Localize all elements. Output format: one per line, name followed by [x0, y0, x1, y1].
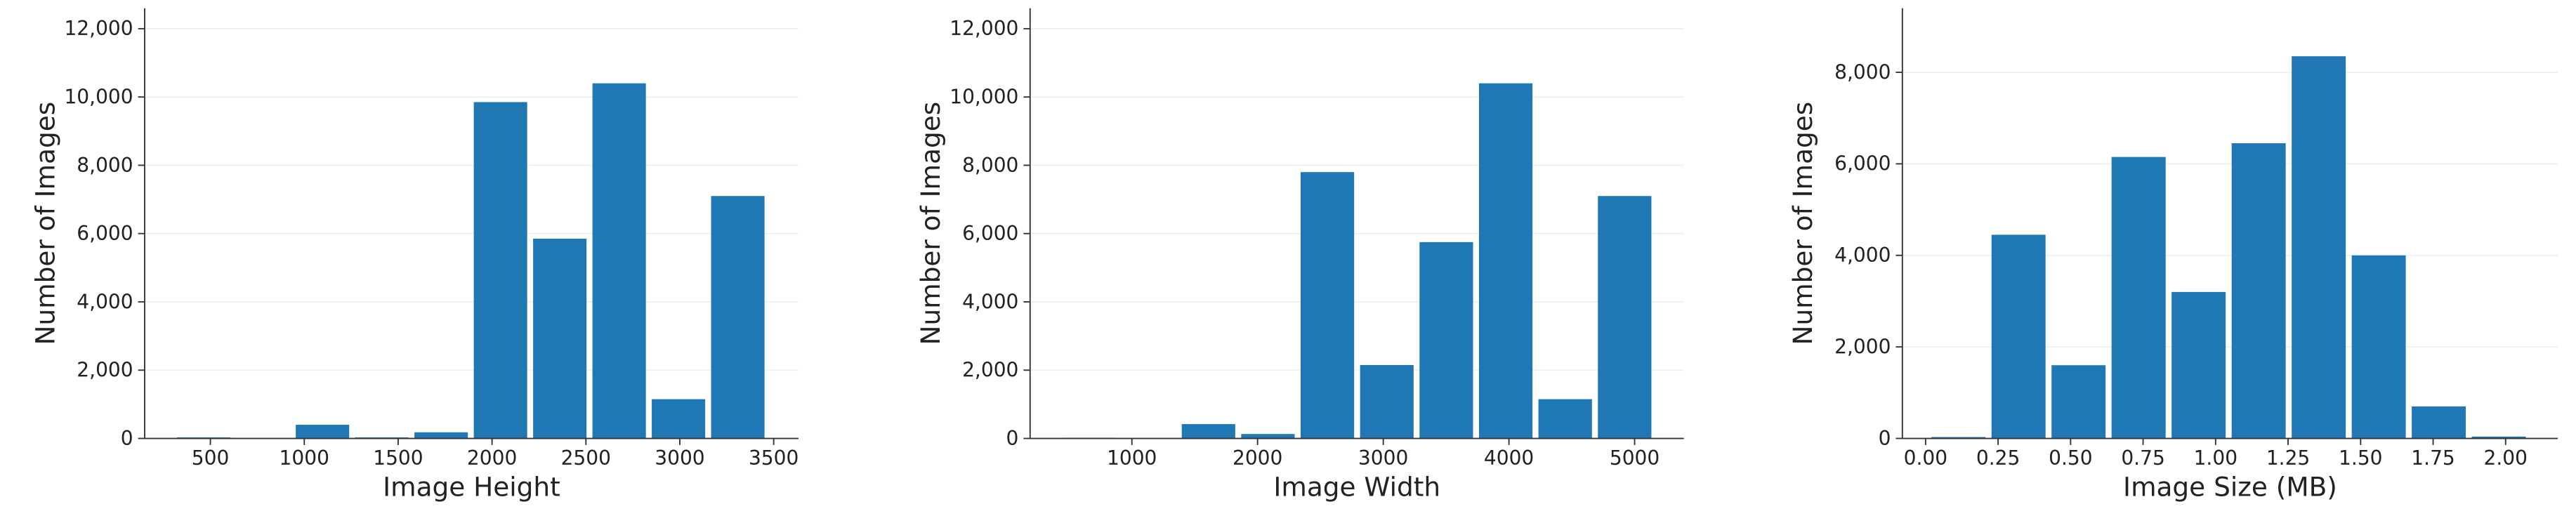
bar: [2351, 255, 2406, 439]
x-tick-label: 3500: [749, 446, 799, 470]
y-tick-label: 6,000: [77, 222, 133, 245]
y-tick-label: 4,000: [1834, 244, 1891, 267]
y-tick-label: 12,000: [64, 17, 133, 40]
y-tick-label: 2,000: [1834, 336, 1891, 359]
bar: [2171, 291, 2226, 439]
x-axis-label: Image Width: [1273, 471, 1440, 502]
x-tick-label: 2500: [561, 446, 611, 470]
x-tick-label: 1.50: [2339, 446, 2382, 470]
bar: [1538, 399, 1592, 439]
x-tick-label: 0.50: [2049, 446, 2092, 470]
x-tick-label: 5000: [1610, 446, 1660, 470]
x-axis-label: Image Height: [383, 471, 560, 502]
bar: [1478, 83, 1533, 439]
bar: [414, 432, 468, 439]
y-tick-label: 6,000: [1834, 152, 1891, 176]
y-tick-label: 0: [1879, 427, 1891, 450]
bar: [1241, 434, 1295, 439]
x-tick-label: 0.75: [2121, 446, 2164, 470]
x-tick-label: 2000: [467, 446, 517, 470]
y-tick-label: 10,000: [64, 86, 133, 109]
bar: [1419, 241, 1473, 439]
bar: [2412, 406, 2466, 439]
bar: [1931, 437, 1986, 439]
x-tick-label: 0.00: [1904, 446, 1947, 470]
y-tick-label: 2,000: [77, 359, 133, 382]
bar: [1360, 364, 1414, 439]
y-tick-label: 4,000: [962, 290, 1018, 313]
y-tick-label: 8,000: [1834, 60, 1891, 84]
x-tick-label: 0.25: [1976, 446, 2020, 470]
bar: [1301, 172, 1355, 439]
x-tick-label: 1.75: [2411, 446, 2455, 470]
y-tick-label: 2,000: [962, 359, 1018, 382]
x-tick-label: 1000: [280, 446, 329, 470]
x-tick-label: 1.00: [2194, 446, 2237, 470]
bar: [533, 239, 587, 439]
x-tick-label: 2.00: [2484, 446, 2528, 470]
bar: [2231, 143, 2286, 439]
x-tick-label: 3000: [1358, 446, 1408, 470]
y-tick-label: 4,000: [77, 290, 133, 313]
x-tick-label: 500: [192, 446, 230, 470]
y-tick-label: 12,000: [949, 17, 1018, 40]
x-axis-label: Image Size (MB): [2123, 471, 2337, 502]
bar: [1598, 196, 1652, 439]
bar: [711, 196, 765, 439]
y-axis-label: Number of Images: [915, 102, 946, 345]
bar: [1991, 234, 2046, 439]
bar: [473, 102, 527, 439]
y-tick-label: 8,000: [77, 154, 133, 177]
y-axis-label: Number of Images: [29, 102, 60, 345]
y-tick-label: 10,000: [949, 86, 1018, 109]
y-tick-label: 6,000: [962, 222, 1018, 245]
bar: [2292, 56, 2346, 439]
bar: [652, 399, 706, 439]
x-tick-label: 1500: [373, 446, 423, 470]
bar: [2051, 365, 2106, 439]
x-tick-label: 2000: [1233, 446, 1282, 470]
bar: [592, 83, 646, 439]
y-tick-label: 8,000: [962, 154, 1018, 177]
bar: [1181, 424, 1235, 439]
x-tick-label: 1.25: [2266, 446, 2310, 470]
x-tick-label: 3000: [655, 446, 704, 470]
bar: [2471, 436, 2526, 439]
bar: [296, 425, 350, 439]
y-tick-label: 0: [1006, 427, 1019, 450]
x-tick-label: 1000: [1107, 446, 1157, 470]
y-axis-label: Number of Images: [1787, 102, 1818, 345]
bar: [2111, 157, 2166, 439]
x-tick-label: 4000: [1484, 446, 1534, 470]
y-tick-label: 0: [121, 427, 133, 450]
